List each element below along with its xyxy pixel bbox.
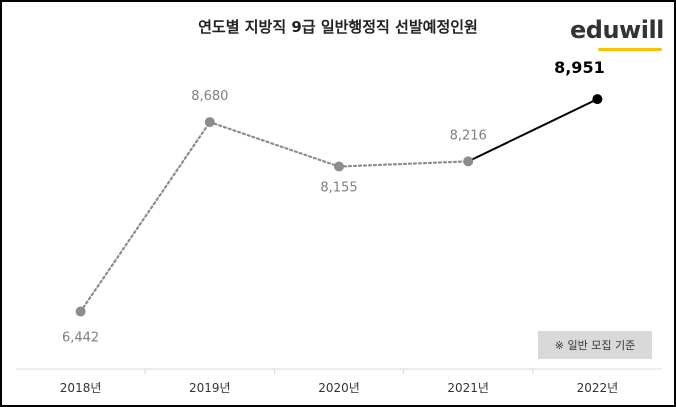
- data-label: 8,155: [320, 181, 357, 196]
- line-segment-dotted: [79, 120, 211, 313]
- logo-underline: [598, 48, 662, 51]
- line-segment-highlight: [467, 98, 598, 163]
- chart-title: 연도별 지방직 9급 일반행정직 선발예정인원: [198, 18, 478, 36]
- data-label: 8,680: [191, 89, 228, 104]
- recruitment-basis-note: ※ 일반 모집 기준: [538, 331, 652, 359]
- x-tick-label: 2020년: [318, 381, 360, 395]
- data-point: [75, 306, 86, 317]
- line-segment-dotted: [208, 120, 341, 168]
- eduwill-logo: eduwill: [570, 16, 664, 44]
- x-tick-label: 2018년: [60, 381, 102, 395]
- data-label: 8,216: [450, 128, 487, 143]
- data-label: 6,442: [62, 331, 99, 346]
- data-point: [592, 94, 603, 105]
- line-segment-dotted: [337, 160, 470, 168]
- x-tick-label: 2019년: [189, 381, 231, 395]
- data-label: 8,951: [554, 58, 605, 77]
- x-tick-label: 2021년: [447, 381, 489, 395]
- data-point: [334, 161, 344, 172]
- data-point: [204, 117, 215, 128]
- data-point: [463, 156, 474, 167]
- x-tick-label: 2022년: [577, 381, 619, 395]
